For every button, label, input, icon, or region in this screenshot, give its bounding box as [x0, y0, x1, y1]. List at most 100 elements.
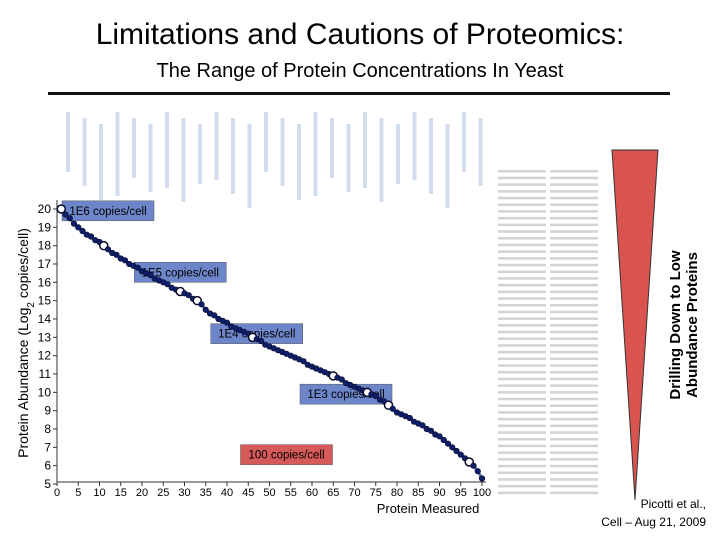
x-tick-label: 15: [115, 487, 127, 499]
gene-name-column: [148, 124, 153, 192]
gene-row-left: [498, 438, 546, 441]
annotation-label: 100 copies/cell: [248, 450, 324, 462]
gene-name-column: [363, 112, 367, 188]
y-tick-label: 13: [38, 330, 52, 344]
x-tick-label: 35: [200, 487, 212, 499]
y-tick-label: 5: [44, 477, 51, 491]
gene-row-right: [550, 397, 598, 401]
data-point: [478, 475, 486, 482]
gene-row-left: [498, 344, 546, 347]
y-tick-label: 20: [38, 202, 52, 216]
gene-row-left: [498, 471, 546, 474]
gene-row-left: [498, 263, 546, 267]
data-point: [79, 227, 86, 235]
gene-name-column: [396, 124, 400, 184]
x-tick-label: 95: [455, 487, 467, 499]
x-tick-label: 45: [242, 487, 254, 499]
y-tick-label: 19: [38, 220, 52, 234]
gene-row-right: [550, 250, 598, 253]
gene-row-left: [498, 257, 546, 260]
gene-row-right: [550, 196, 598, 200]
highlighted-point: [56, 204, 66, 214]
gene-row-left: [498, 270, 546, 273]
gene-row-right: [550, 491, 598, 495]
x-tick-label: 90: [433, 487, 445, 499]
gene-row-right: [550, 270, 598, 273]
y-axis-label: Protein Abundance (Log2 copies/cell): [15, 228, 37, 458]
gene-row-left: [498, 484, 546, 488]
gene-row-right: [550, 243, 598, 247]
gene-row-left: [498, 330, 546, 334]
gene-row-left: [498, 397, 546, 401]
gene-name-column: [379, 118, 384, 202]
x-tick-label: 30: [178, 487, 190, 499]
gene-row-left: [498, 337, 546, 340]
gene-row-right: [550, 371, 598, 374]
data-point: [338, 376, 345, 383]
y-tick-label: 17: [38, 257, 52, 271]
data-point: [406, 414, 413, 422]
gene-row-left: [498, 478, 546, 481]
gene-name-column: [346, 124, 351, 192]
protein-name-table: [498, 170, 598, 495]
gene-name-column: [198, 124, 202, 184]
data-point: [104, 246, 112, 253]
gene-name-column: [445, 124, 450, 208]
gene-row-left: [498, 424, 546, 428]
data-point: [223, 319, 231, 326]
x-tick-label: 80: [391, 487, 403, 499]
data-point: [113, 251, 120, 258]
gene-row-right: [550, 170, 598, 173]
gene-row-left: [498, 458, 546, 461]
gene-row-left: [498, 170, 546, 173]
gene-row-left: [498, 411, 546, 414]
gene-name-column: [82, 118, 87, 186]
x-axis-label: Protein Measured: [377, 501, 480, 516]
chart-axes: [56, 200, 486, 483]
data-point: [440, 436, 447, 444]
data-point: [147, 271, 154, 279]
gene-row-right: [550, 364, 598, 367]
annotation-box: [240, 444, 333, 465]
gene-row-right: [550, 283, 598, 287]
gene-row-left: [498, 384, 546, 387]
gene-row-right: [550, 464, 598, 468]
data-point: [121, 257, 129, 264]
gene-row-right: [550, 203, 598, 206]
gene-row-left: [498, 350, 546, 354]
gene-name-column: [412, 112, 417, 180]
gene-name-column: [66, 112, 70, 172]
side-label-line2: Abundance Proteins: [684, 252, 701, 398]
gene-row-right: [550, 337, 598, 340]
gene-row-left: [498, 304, 546, 307]
gene-row-right: [550, 210, 598, 213]
data-point: [372, 392, 379, 400]
x-tick-label: 20: [136, 487, 148, 499]
gene-row-left: [498, 210, 546, 213]
gene-row-right: [550, 350, 598, 354]
citation-journal: Cell – Aug 21, 2009: [601, 515, 706, 529]
gene-name-column: [330, 118, 334, 178]
data-point: [134, 264, 141, 271]
gene-row-right: [550, 237, 598, 240]
gene-row-right: [550, 438, 598, 441]
gene-row-right: [550, 277, 598, 280]
y-tick-label: 15: [38, 294, 52, 308]
x-tick-label: 25: [157, 487, 169, 499]
x-tick-label: 55: [285, 487, 297, 499]
gene-row-left: [498, 444, 546, 448]
data-point: [444, 440, 452, 447]
data-point: [198, 301, 205, 308]
data-point: [202, 306, 209, 313]
data-point: [449, 444, 456, 451]
x-tick-label: 75: [370, 487, 382, 499]
data-point: [185, 292, 192, 299]
data-point: [427, 427, 435, 434]
gene-row-right: [550, 263, 598, 267]
data-point: [257, 337, 265, 345]
gene-row-right: [550, 458, 598, 461]
gene-name-column: [297, 124, 301, 200]
